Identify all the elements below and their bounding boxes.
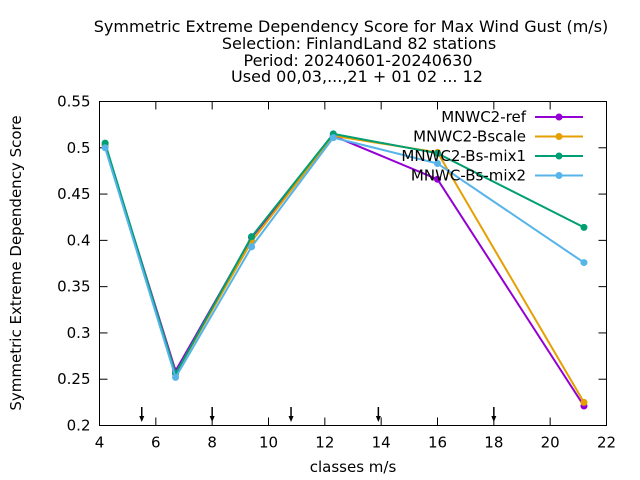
class-limit-arrows [139, 407, 497, 422]
data-point [101, 144, 109, 152]
class-limit-arrow [209, 407, 215, 422]
x-tick-label: 8 [207, 434, 217, 452]
x-tick-label: 22 [597, 434, 616, 452]
arrow-head [209, 416, 215, 422]
x-tick-label: 20 [541, 434, 560, 452]
x-tick-label: 10 [259, 434, 278, 452]
legend-swatch-marker [555, 113, 563, 121]
y-tick-label: 0.2 [67, 417, 91, 435]
y-tick-label: 0.45 [57, 185, 90, 203]
x-tick-label: 4 [95, 434, 105, 452]
data-point [580, 259, 588, 267]
chart-title: Symmetric Extreme Dependency Score for M… [94, 17, 609, 86]
data-point [329, 134, 337, 142]
x-axis: 4 6 8 10 12 14 16 18 20 22 [95, 101, 616, 452]
x-tick-label: 12 [315, 434, 334, 452]
x-tick-label: 18 [484, 434, 503, 452]
y-tick-label: 0.3 [67, 324, 91, 342]
arrow-head [288, 416, 294, 422]
data-point [434, 149, 441, 157]
y-tick-label: 0.35 [57, 278, 90, 296]
y-tick-label: 0.5 [67, 139, 91, 157]
data-point [580, 398, 588, 406]
data-point [434, 175, 441, 183]
arrow-head [375, 416, 381, 422]
arrow-head [139, 416, 145, 422]
data-point [248, 243, 256, 251]
series-lines [101, 130, 588, 410]
plot-area-frame [99, 101, 607, 426]
data-point [434, 160, 441, 168]
title-line-3: Period: 20240601-20240630 [243, 51, 472, 70]
legend-label: MNWC2-Bs-mix1 [401, 147, 526, 165]
y-axis-label: Symmetric Extreme Dependency Score [7, 115, 25, 410]
legend-label: MNWC2-ref [441, 108, 526, 126]
title-line-1: Symmetric Extreme Dependency Score for M… [94, 17, 609, 36]
legend-swatch-marker [555, 152, 563, 160]
title-line-4: Used 00,03,...,21 + 01 02 ... 12 [231, 67, 483, 86]
y-tick-label: 0.4 [67, 231, 91, 249]
x-tick-label: 16 [428, 434, 447, 452]
series-line [104, 136, 585, 380]
legend-label: MNWC2-Bscale [413, 128, 526, 146]
legend-label: MNWC-Bs-mix2 [411, 167, 526, 185]
class-limit-arrow [139, 407, 145, 422]
x-axis-label: classes m/s [310, 458, 397, 476]
y-tick-label: 0.55 [57, 93, 90, 111]
data-point [248, 233, 256, 241]
class-limit-arrow [288, 407, 294, 422]
x-tick-label: 6 [151, 434, 161, 452]
class-limit-arrow [491, 407, 497, 422]
legend-swatch-marker [555, 133, 563, 140]
data-point [580, 223, 588, 231]
x-tick-label: 14 [372, 434, 391, 452]
series-line [104, 132, 585, 377]
y-tick-label: 0.25 [57, 370, 90, 388]
arrow-head [491, 416, 497, 422]
data-point [172, 373, 180, 381]
class-limit-arrow [375, 407, 381, 422]
legend-swatch-marker [555, 172, 563, 179]
title-line-2: Selection: FinlandLand 82 stations [222, 34, 496, 53]
y-axis: 0.2 0.25 0.3 0.35 0.4 0.45 0.5 0.55 [57, 93, 607, 435]
